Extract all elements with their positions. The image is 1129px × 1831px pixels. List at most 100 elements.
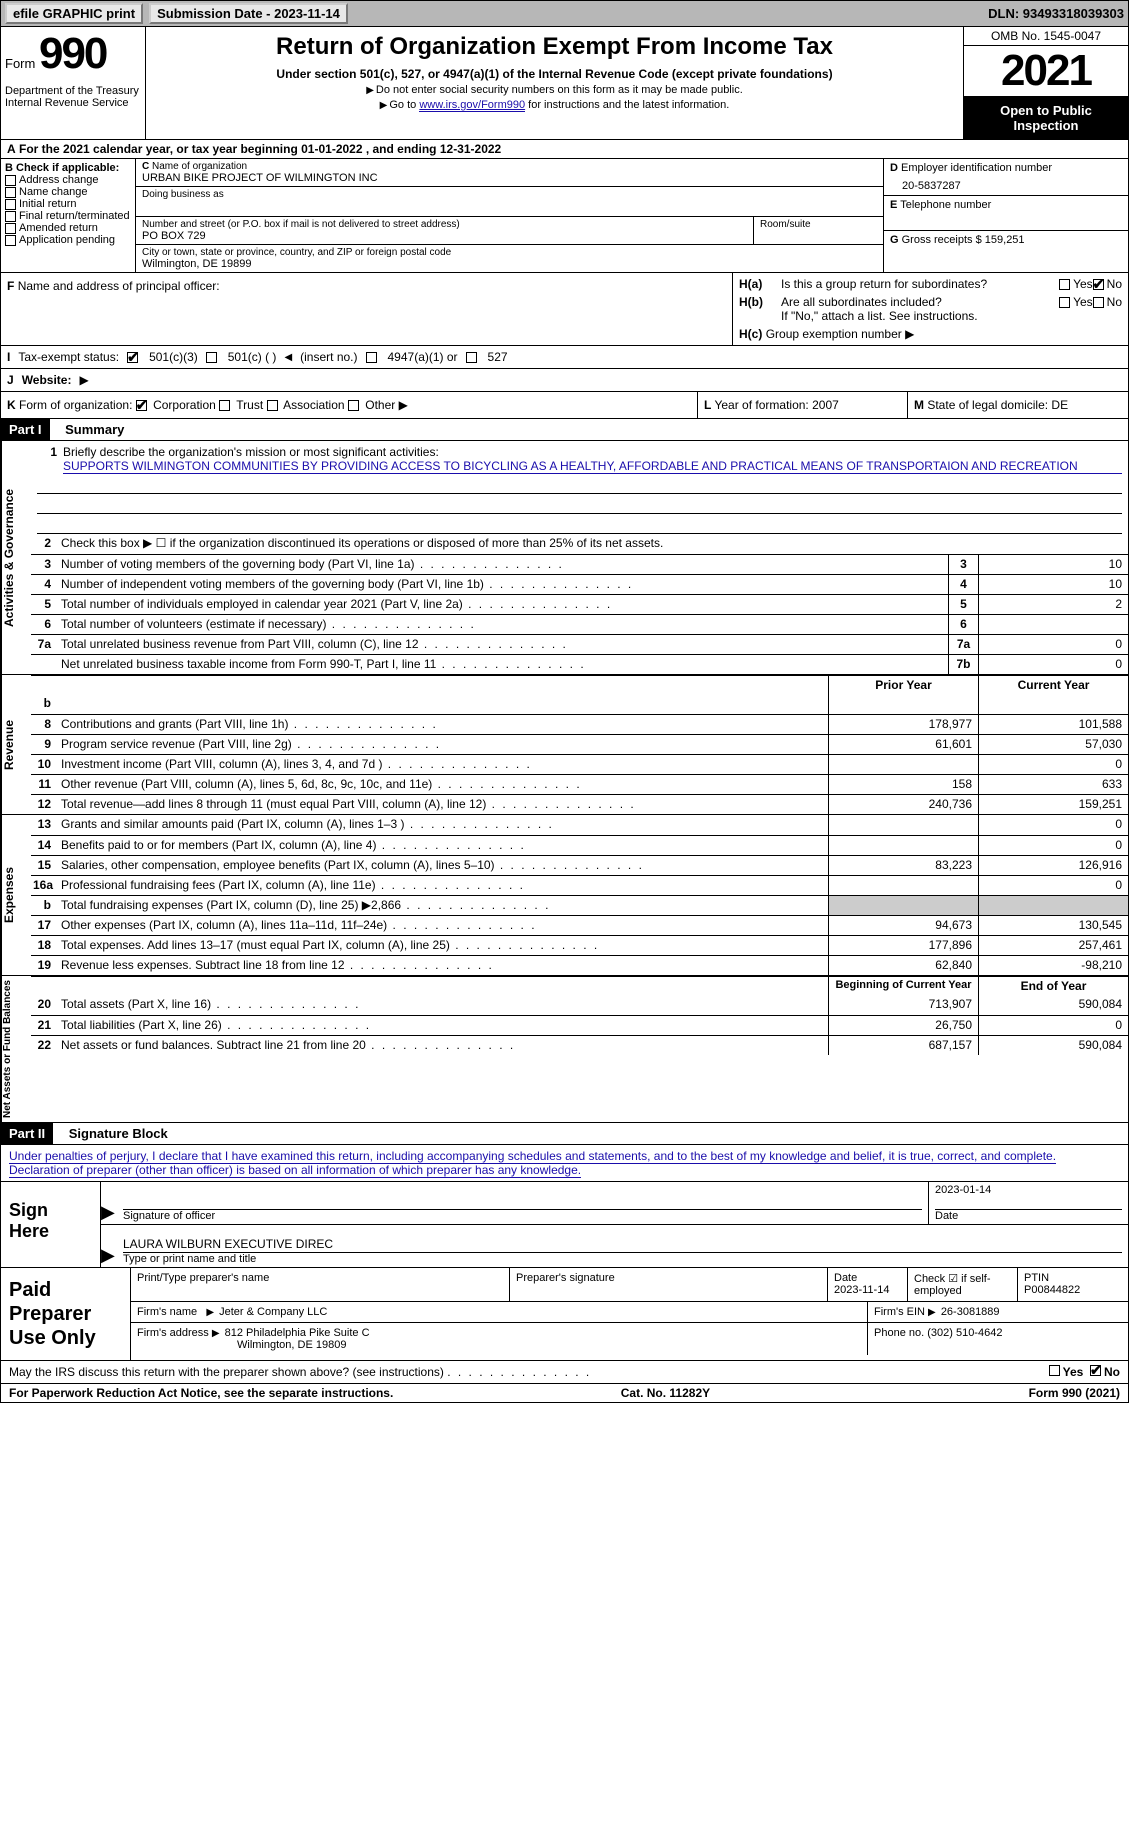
current-year: Current Year: [978, 676, 1128, 694]
ag-body: 1Briefly describe the organization's mis…: [31, 441, 1128, 674]
line-box: 4: [948, 575, 978, 594]
other: Other: [365, 398, 395, 412]
checkbox-name[interactable]: [5, 187, 16, 198]
line-current: 0: [978, 1016, 1128, 1035]
checkbox-527[interactable]: [466, 352, 477, 363]
line-val: [978, 615, 1128, 634]
line-box: 6: [948, 615, 978, 634]
prep-date-label: Date: [834, 1272, 857, 1284]
col-h: H(a)Is this a group return for subordina…: [733, 273, 1128, 345]
arrow-icon: ▶: [101, 1225, 117, 1267]
checkbox-hb-yes[interactable]: [1059, 297, 1070, 308]
checkbox-ha-no[interactable]: [1093, 279, 1104, 290]
label-j: J: [7, 373, 14, 387]
preparer-label: Paid Preparer Use Only: [1, 1268, 131, 1360]
col-m: M State of legal domicile: DE: [908, 392, 1128, 418]
street: PO BOX 729: [142, 230, 753, 242]
lines-ag: 2Check this box ▶ ☐ if the organization …: [31, 534, 1128, 674]
line-num: 3: [31, 555, 57, 574]
checkbox-501c3[interactable]: [127, 352, 138, 363]
checkbox-application[interactable]: [5, 235, 16, 246]
checkbox-ha-yes[interactable]: [1059, 279, 1070, 290]
line-num: [31, 655, 57, 674]
col-f: F Name and address of principal officer:: [1, 273, 733, 345]
cat-no: Cat. No. 11282Y: [621, 1386, 1029, 1400]
name-change: Name change: [19, 186, 88, 198]
label-hc: H(c): [739, 327, 762, 341]
line-prior: 83,223: [828, 856, 978, 875]
checkbox-501c[interactable]: [206, 352, 217, 363]
line-num: b: [31, 694, 57, 714]
hb-no: No: [1107, 295, 1122, 309]
mission-label: Briefly describe the organization's miss…: [63, 445, 439, 459]
tax-year-dates: For the 2021 calendar year, or tax year …: [19, 142, 501, 156]
line-text: Number of independent voting members of …: [57, 575, 948, 594]
checkbox-initial[interactable]: [5, 199, 16, 210]
col-l: L Year of formation: 2007: [698, 392, 908, 418]
line-text: Investment income (Part VIII, column (A)…: [57, 755, 828, 774]
label-a: A: [7, 142, 16, 156]
prior-year: Prior Year: [828, 676, 978, 694]
checkbox-hb-no[interactable]: [1093, 297, 1104, 308]
checkbox-may-no[interactable]: [1090, 1365, 1101, 1376]
checkbox-4947[interactable]: [366, 352, 377, 363]
domicile-label: State of legal domicile:: [927, 398, 1048, 412]
line-num: 15: [31, 856, 57, 875]
line-val: 10: [978, 555, 1128, 574]
vtab-rev: Revenue: [1, 675, 31, 814]
irs-link[interactable]: www.irs.gov/Form990: [419, 99, 525, 112]
line-prior: [828, 876, 978, 895]
arrow-icon: ▶: [399, 398, 408, 412]
checkbox-address[interactable]: [5, 175, 16, 186]
line-box: 3: [948, 555, 978, 574]
checkbox-may-yes[interactable]: [1049, 1365, 1060, 1376]
vtab-ag: Activities & Governance: [1, 441, 31, 674]
phone-label: Telephone number: [900, 199, 991, 211]
association: Association: [283, 398, 344, 412]
line-num: 7a: [31, 635, 57, 654]
efile-button[interactable]: efile GRAPHIC print: [5, 3, 143, 24]
may-no: No: [1104, 1365, 1120, 1379]
line-current: 257,461: [978, 936, 1128, 955]
goto-pre: Go to: [389, 99, 419, 111]
checkbox-trust[interactable]: [219, 400, 230, 411]
header-left: Form 990 Department of the Treasury Inte…: [1, 27, 146, 139]
arrow-icon: [206, 1306, 216, 1318]
amended-return: Amended return: [19, 222, 98, 234]
checkbox-assoc[interactable]: [267, 400, 278, 411]
address-change: Address change: [19, 174, 99, 186]
line-current: 126,916: [978, 856, 1128, 875]
initial-return: Initial return: [19, 198, 76, 210]
prep-row-2: Firm's name Jeter & Company LLC Firm's E…: [131, 1302, 1128, 1323]
col-c: C Name of organization URBAN BIKE PROJEC…: [136, 159, 883, 272]
line-text: Total unrelated business revenue from Pa…: [57, 635, 948, 654]
checkbox-other[interactable]: [348, 400, 359, 411]
firm-addr-label: Firm's address: [137, 1327, 209, 1339]
arrow-icon: [366, 84, 376, 96]
label-b: B: [5, 162, 13, 174]
firm-phone: (302) 510-4642: [927, 1327, 1002, 1339]
checkbox-final[interactable]: [5, 211, 16, 222]
prep-date: 2023-11-14: [834, 1284, 889, 1296]
typed-name: LAURA WILBURN EXECUTIVE DIREC Type or pr…: [117, 1225, 1128, 1267]
line-num: 14: [31, 836, 57, 855]
checkbox-corp[interactable]: [136, 400, 147, 411]
line-num: 12: [31, 795, 57, 814]
org-name: URBAN BIKE PROJECT OF WILMINGTON INC: [142, 172, 877, 184]
footer: For Paperwork Reduction Act Notice, see …: [0, 1384, 1129, 1403]
arrow-icon: ▶: [101, 1182, 117, 1224]
line-num: b: [31, 896, 57, 915]
line-prior: 61,601: [828, 735, 978, 754]
checkbox-amended[interactable]: [5, 223, 16, 234]
ha-no: No: [1107, 277, 1122, 291]
line-current: [978, 896, 1128, 915]
line-val: 2: [978, 595, 1128, 614]
row-a: A For the 2021 calendar year, or tax yea…: [0, 140, 1129, 159]
form-header: Form 990 Department of the Treasury Inte…: [0, 27, 1129, 140]
mission-blank: [37, 474, 1122, 494]
line-text: Net assets or fund balances. Subtract li…: [57, 1036, 828, 1055]
ein-label: Employer identification number: [901, 162, 1052, 174]
line-current: 57,030: [978, 735, 1128, 754]
line-current: 590,084: [978, 995, 1128, 1015]
line-prior: 177,896: [828, 936, 978, 955]
